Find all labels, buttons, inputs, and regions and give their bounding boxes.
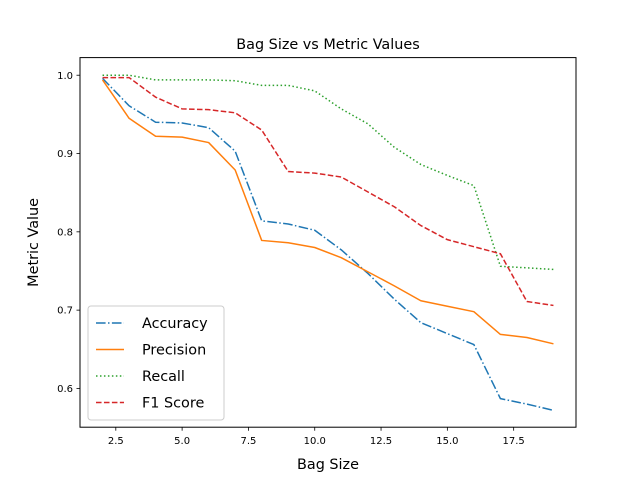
axes-frame xyxy=(79,57,577,428)
legend: Accuracy Precision Recall F1 Score xyxy=(87,305,225,421)
chart-title: Bag Size vs Metric Values xyxy=(236,37,419,53)
legend-label: F1 Score xyxy=(142,396,204,412)
plot-area: 2.5 5.0 7.5 10.0 12.5 15.0 17.5 0.6 0.7 0.8 0.9 1.… xyxy=(57,57,577,447)
x-tick-label: 10.0 xyxy=(304,436,326,447)
y-axis-label: Metric Value xyxy=(26,198,42,287)
y-tick-label: 0.6 xyxy=(57,384,73,395)
x-axis-ticks: 2.5 5.0 7.5 10.0 12.5 15.0 17.5 xyxy=(108,427,525,447)
x-tick-label: 2.5 xyxy=(108,436,124,447)
series-line-precision xyxy=(101,79,554,345)
legend-label: Precision xyxy=(142,343,206,359)
x-tick-label: 5.0 xyxy=(174,436,190,447)
y-tick-label: 0.9 xyxy=(57,149,73,160)
legend-label: Accuracy xyxy=(142,316,208,332)
y-tick-label: 0.8 xyxy=(57,227,73,238)
y-tick-label: 1.0 xyxy=(57,71,73,82)
y-tick-label: 0.7 xyxy=(57,306,73,317)
y-axis-ticks: 0.6 0.7 0.8 0.9 1.0 xyxy=(57,71,80,395)
x-tick-label: 17.5 xyxy=(503,436,525,447)
series-line-recall xyxy=(102,74,554,271)
legend-entries: Accuracy Precision Recall F1 Score xyxy=(96,316,208,412)
x-axis-label: Bag Size xyxy=(297,457,359,473)
legend-box xyxy=(87,305,225,421)
x-tick-label: 15.0 xyxy=(436,436,458,447)
x-tick-label: 12.5 xyxy=(370,436,392,447)
series-line-accuracy xyxy=(102,77,554,412)
series-layer xyxy=(101,74,554,412)
x-tick-label: 7.5 xyxy=(240,436,256,447)
series-line-f1-score xyxy=(102,76,554,307)
legend-label: Recall xyxy=(142,369,185,385)
